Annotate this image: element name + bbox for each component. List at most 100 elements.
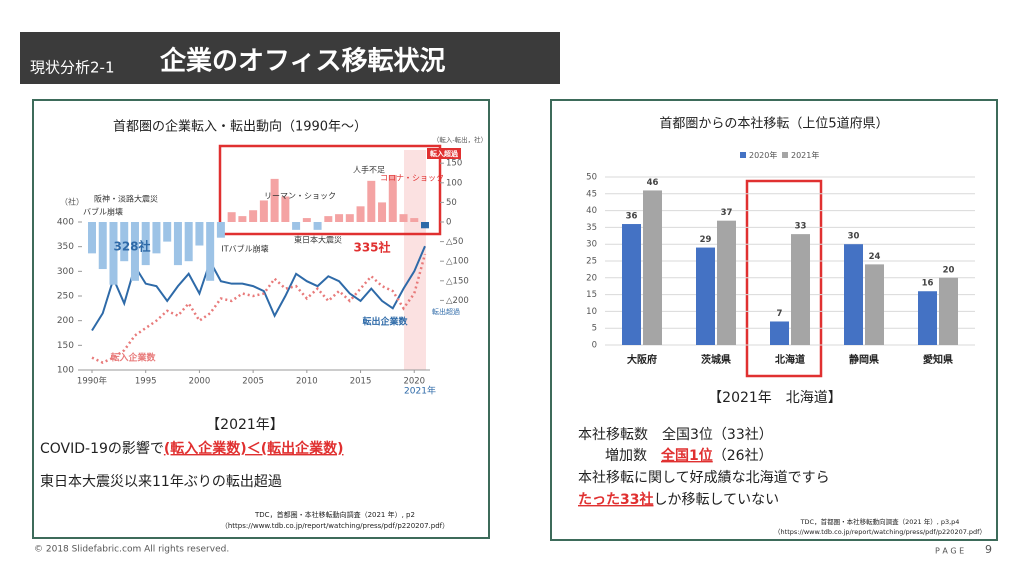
- bar: [238, 216, 247, 222]
- annotation: 人手不足: [353, 165, 385, 175]
- y-axis-label: （社）: [60, 197, 84, 207]
- data-label: 7: [777, 309, 783, 319]
- bar: [421, 222, 429, 229]
- bar: [388, 174, 397, 222]
- series-label: 転出企業数: [362, 316, 408, 328]
- bar: [184, 222, 193, 262]
- bar: [195, 222, 204, 246]
- y-tick-label: 45: [586, 189, 597, 199]
- annotation: リーマン・ショック: [264, 192, 336, 201]
- bar: [791, 234, 810, 345]
- y-tick-label: 50: [586, 173, 597, 183]
- x-tick-label: 茨城県: [701, 353, 731, 366]
- y-tick-label: 400: [57, 218, 74, 228]
- bar: [120, 222, 129, 262]
- source: TDC，首都圏・本社移転動向調査（2021 年）, p3,p4: [800, 517, 960, 526]
- bar: [173, 222, 182, 266]
- bar: [865, 264, 884, 345]
- section-label: 現状分析2-1: [30, 59, 115, 77]
- y-tick-label: 150: [57, 341, 74, 351]
- bar: [770, 321, 789, 345]
- bar: [249, 210, 258, 222]
- y-tick-label: 20: [586, 273, 597, 283]
- annotation: コロナ・ショック: [380, 174, 444, 183]
- bar: [130, 222, 139, 281]
- legend-label: 転入超過: [430, 149, 459, 158]
- bar: [109, 222, 118, 285]
- bar: [227, 212, 236, 222]
- source: TDC，首都圏・本社移転動向調査（2021 年）, p2: [254, 510, 415, 519]
- finding: COVID-19の影響で(転入企業数)＜(転出企業数): [40, 440, 344, 457]
- text: （26社）: [713, 448, 773, 464]
- highlight: 全国1位: [660, 447, 713, 464]
- y2-tick-label: 100: [446, 178, 462, 188]
- y-tick-label: 30: [586, 240, 597, 250]
- data-label: 36: [626, 212, 638, 222]
- y-tick-label: 250: [57, 292, 74, 302]
- y-tick-label: 100: [57, 366, 74, 376]
- data-label: 16: [922, 279, 934, 289]
- annotation: 転出超過: [432, 307, 460, 316]
- x-tick-label: 2000: [189, 377, 211, 387]
- page-number: 9: [985, 543, 992, 556]
- legend-swatch: [427, 148, 461, 159]
- y2-tick-label: △150: [446, 276, 469, 286]
- bar: [216, 222, 225, 238]
- bar: [141, 222, 150, 266]
- page-label: P A G E: [935, 547, 964, 556]
- bar: [356, 206, 365, 222]
- source: （https://www.tdb.co.jp/report/watching/p…: [774, 528, 986, 536]
- annotation: ITバブル崩壊: [221, 244, 268, 254]
- annotation: 東日本大震災: [294, 235, 342, 245]
- bar: [844, 244, 863, 345]
- bar: [98, 222, 107, 270]
- bar: [410, 218, 419, 222]
- legend-label: 2020年: [749, 150, 777, 160]
- finding: 増加数 全国1位（26社）: [605, 447, 773, 464]
- bar: [281, 196, 290, 222]
- x-tick-label: 北海道: [775, 353, 805, 366]
- chart-title: 首都圏からの本社移転（上位5道府県）: [659, 116, 888, 132]
- finding: 東日本大震災以来11年ぶりの転出超過: [40, 474, 282, 490]
- data-label: 30: [848, 232, 860, 242]
- x-tick-label: 2020: [403, 377, 425, 387]
- annotation: 阪神・淡路大震災: [94, 194, 158, 204]
- x-tick-label: 2010: [296, 377, 318, 387]
- left-panel: [32, 99, 490, 539]
- annotation: バブル崩壊: [83, 207, 123, 217]
- bar: [717, 220, 736, 345]
- y-tick-label: 0: [592, 341, 597, 351]
- inset-box: [218, 144, 442, 236]
- year-heading: 【2021年 北海道】: [708, 390, 842, 406]
- data-label: 37: [721, 208, 733, 218]
- year-heading: 【2021年】: [206, 417, 284, 433]
- x-tick-label: 2005: [242, 377, 264, 387]
- bar: [313, 222, 322, 230]
- y-tick-label: 300: [57, 267, 74, 277]
- bar: [643, 190, 662, 345]
- bar: [302, 218, 311, 222]
- annotation: 335社: [353, 240, 390, 255]
- data-label: 24: [869, 252, 881, 262]
- bar: [622, 224, 641, 345]
- x-tick-label: 愛知県: [923, 353, 953, 366]
- bar: [88, 222, 96, 254]
- y-tick-label: 15: [586, 290, 597, 300]
- legend-swatch: [782, 152, 788, 158]
- legend-label: 2021年: [791, 150, 819, 160]
- copyright: © 2018 Slidefabric.com All rights reserv…: [34, 545, 229, 555]
- finding: たった33社しか移転していない: [578, 491, 779, 508]
- finding: 本社移転に関して好成績な北海道ですら: [578, 470, 830, 486]
- bar: [399, 214, 408, 222]
- text: COVID-19の影響で: [40, 440, 164, 457]
- data-label: 29: [700, 235, 712, 245]
- source: （https://www.tdb.co.jp/report/watching/p…: [221, 522, 449, 530]
- highlight: たった33社: [578, 491, 653, 508]
- bar: [939, 277, 958, 345]
- chart-title: 首都圏の企業転入・転出動向（1990年～）: [113, 119, 367, 135]
- data-label: 46: [647, 178, 659, 188]
- finding: 本社移転数 全国3位（33社）: [578, 426, 773, 443]
- y-tick-label: 5: [592, 324, 597, 334]
- bar: [292, 222, 301, 230]
- bar: [378, 202, 387, 222]
